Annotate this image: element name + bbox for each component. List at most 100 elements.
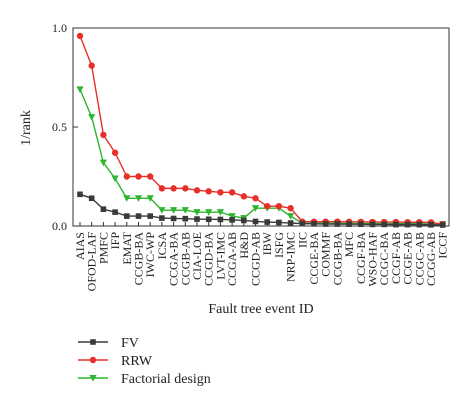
data-point-fv <box>182 215 189 222</box>
data-point-fv <box>322 221 329 227</box>
x-tick-label: CCGG-AB <box>424 232 438 286</box>
data-point-factorial-design <box>146 195 154 202</box>
legend-item-rrw: RRW <box>78 354 153 369</box>
legend-marker <box>90 339 96 345</box>
data-point-factorial-design <box>170 207 178 214</box>
x-tick-label: IIC <box>295 232 309 248</box>
data-point-fv <box>170 215 177 222</box>
data-point-rrw <box>100 131 107 139</box>
data-point-fv <box>358 221 364 228</box>
data-point-fv <box>299 220 306 227</box>
x-tick-label: CCGF-BA <box>354 232 368 284</box>
data-point-fv <box>393 221 399 228</box>
data-point-factorial-design <box>193 209 201 216</box>
x-axis: AIASOFOD-LAFPMFCIFPEMATCCGB-BAIWC-WPICSA… <box>73 222 450 291</box>
y-axis: 0.0 0.5 1.0 <box>52 21 78 233</box>
data-point-factorial-design <box>134 195 143 202</box>
x-tick-label: MFC <box>342 232 356 257</box>
x-tick-label: ICSA <box>155 232 169 260</box>
data-point-factorial-design <box>216 209 224 216</box>
x-tick-label: EMAT <box>120 231 134 264</box>
data-point-rrw <box>264 203 271 210</box>
data-point-factorial-design <box>99 159 107 167</box>
series-factorial-design <box>76 86 447 228</box>
data-point-fv <box>252 218 259 225</box>
data-point-fv <box>124 213 130 219</box>
data-point-fv <box>217 216 224 223</box>
legend: FV RRW Factorial design <box>78 336 211 387</box>
x-tick-label: CCGA-AB <box>225 232 239 286</box>
data-point-fv <box>287 220 294 226</box>
y-tick-label: 0.0 <box>52 219 67 233</box>
data-point-fv <box>77 191 83 198</box>
x-tick-label: CCGE-BA <box>307 232 321 285</box>
data-point-factorial-design <box>111 175 119 183</box>
legend-item-fv: FV <box>78 336 139 351</box>
series-line-factorial-design <box>79 89 443 225</box>
x-tick-label: OFOD-LAF <box>85 232 99 292</box>
data-point-fv <box>346 221 352 228</box>
x-tick-label: CIA-LOE <box>190 232 204 280</box>
data-point-fv <box>112 209 118 215</box>
legend-label: RRW <box>121 354 153 369</box>
x-tick-label: CCGB-AB <box>178 232 192 285</box>
data-point-fv <box>381 221 387 228</box>
x-tick-label: CCGA-BA <box>167 232 181 286</box>
series-line-rrw <box>79 35 443 225</box>
data-point-fv <box>205 216 212 223</box>
data-point-factorial-design <box>181 207 189 214</box>
x-tick-label: CCGC-AB <box>412 232 426 285</box>
data-point-rrw <box>182 185 189 192</box>
data-point-fv <box>428 222 434 228</box>
x-tick-label: WSO-HAF <box>366 232 380 287</box>
data-point-rrw <box>217 189 224 196</box>
y-tick-label: 1.0 <box>52 21 67 35</box>
legend-label: FV <box>121 336 139 351</box>
x-axis-title: Fault tree event ID <box>208 302 313 317</box>
x-tick-label: IBW <box>260 231 274 255</box>
data-point-rrw <box>170 185 177 192</box>
data-point-rrw <box>252 195 259 202</box>
x-tick-label: IFP <box>108 232 122 250</box>
data-point-fv <box>147 213 153 219</box>
data-point-factorial-design <box>228 213 236 220</box>
data-point-rrw <box>123 173 130 180</box>
data-point-fv <box>241 217 247 224</box>
data-point-fv <box>311 221 317 227</box>
data-point-fv <box>88 195 95 202</box>
data-point-fv <box>229 217 235 223</box>
data-point-fv <box>100 206 107 212</box>
x-tick-label: ICCF <box>436 232 450 259</box>
data-point-factorial-design <box>158 207 166 214</box>
data-point-fv <box>159 215 165 221</box>
data-point-rrw <box>147 173 154 180</box>
y-tick-label: 0.5 <box>52 120 67 134</box>
x-tick-label: H&D <box>237 232 251 259</box>
x-tick-label: COMMF <box>319 232 333 277</box>
data-point-rrw <box>228 189 236 196</box>
x-tick-label: CCGB-BA <box>330 232 344 286</box>
data-point-rrw <box>275 203 283 210</box>
data-point-rrw <box>76 32 84 40</box>
data-point-fv <box>439 222 446 228</box>
data-point-rrw <box>158 185 166 192</box>
data-point-factorial-design <box>76 86 84 93</box>
data-point-factorial-design <box>251 205 260 212</box>
legend-marker <box>89 356 97 364</box>
data-point-rrw <box>88 62 95 69</box>
x-tick-label: ISFG <box>272 232 286 258</box>
series-layer <box>76 32 447 228</box>
data-point-rrw <box>111 149 119 156</box>
series-rrw <box>76 32 446 228</box>
data-point-fv <box>334 221 341 227</box>
x-tick-label: CCGE-AB <box>401 232 415 285</box>
data-point-factorial-design <box>88 114 96 121</box>
legend-marker <box>89 375 97 382</box>
data-point-factorial-design <box>287 213 295 220</box>
data-point-rrw <box>240 193 247 200</box>
x-tick-label: AIAS <box>73 232 87 260</box>
data-point-fv <box>404 221 411 228</box>
data-point-fv <box>135 213 142 219</box>
data-point-fv <box>276 219 282 226</box>
